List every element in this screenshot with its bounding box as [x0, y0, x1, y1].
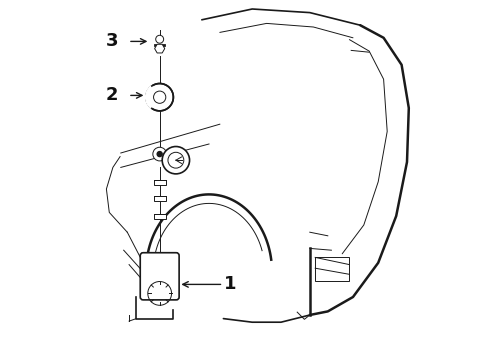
- Bar: [315, 257, 349, 281]
- Circle shape: [153, 147, 167, 161]
- Polygon shape: [155, 44, 165, 53]
- Text: 1: 1: [224, 275, 237, 293]
- Bar: [153, 180, 166, 185]
- Circle shape: [146, 84, 173, 111]
- FancyBboxPatch shape: [140, 253, 179, 300]
- Circle shape: [162, 147, 190, 174]
- Bar: [153, 196, 166, 201]
- Bar: [153, 214, 166, 219]
- Circle shape: [156, 35, 164, 43]
- Text: 2: 2: [105, 86, 118, 104]
- Circle shape: [157, 152, 162, 157]
- Text: 3: 3: [105, 32, 118, 50]
- Wedge shape: [146, 86, 160, 109]
